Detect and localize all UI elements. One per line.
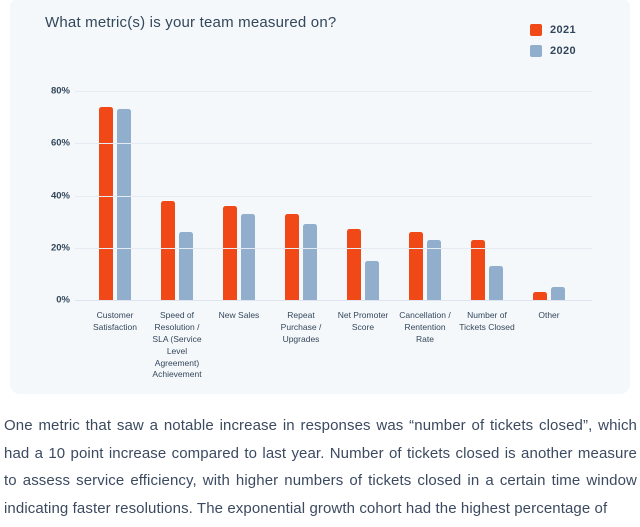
x-category-label: Net Promoter Score <box>337 310 389 332</box>
gridline-40 <box>75 195 592 197</box>
plot-area: Customer Satisfaction Speed of Resolution… <box>51 86 592 379</box>
chart-legend: 2021 2020 <box>530 24 576 57</box>
y-tick-label: 40% <box>50 190 70 201</box>
bar-group <box>270 91 332 300</box>
bar-2021 <box>409 232 423 300</box>
legend-swatch-icon <box>530 45 542 57</box>
survey-chart-card: What metric(s) is your team measured on?… <box>10 0 630 394</box>
bar-2021 <box>533 292 547 300</box>
legend-item-2020: 2020 <box>530 45 576 57</box>
bar-2021 <box>161 200 175 300</box>
bar-2020 <box>551 286 565 300</box>
x-axis-labels: Customer Satisfaction Speed of Resolution… <box>84 310 580 381</box>
bar-2020 <box>365 260 379 300</box>
gridline-0 <box>75 300 592 301</box>
x-category-label: Repeat Purchase / Upgrades <box>280 310 322 344</box>
x-category-label: Customer Satisfaction <box>93 310 137 332</box>
bar-group <box>518 91 580 300</box>
bar-group <box>84 91 146 300</box>
caption-paragraph: One metric that saw a notable increase i… <box>4 417 637 517</box>
gridline-20 <box>75 247 592 249</box>
gridline-60 <box>75 143 592 145</box>
bar-2020 <box>489 266 503 300</box>
chart-title: What metric(s) is your team measured on? <box>45 14 337 31</box>
y-tick-label: 20% <box>50 242 70 254</box>
bar-2020 <box>179 232 193 300</box>
y-tick-label: 80% <box>50 85 70 97</box>
x-category-label: New Sales <box>218 310 260 320</box>
y-tick-label: 60% <box>50 137 70 149</box>
bar-2020 <box>427 239 441 300</box>
bar-group <box>456 91 518 300</box>
bar-2020 <box>241 213 255 300</box>
bar-group <box>208 91 270 300</box>
bar-group <box>146 91 208 300</box>
legend-item-2021: 2021 <box>530 24 576 36</box>
legend-label: 2021 <box>550 24 577 36</box>
bar-group <box>332 91 394 300</box>
y-tick-label: 0% <box>56 294 70 306</box>
x-category-label: Number of Tickets Closed <box>459 310 515 332</box>
bar-group <box>394 91 456 300</box>
legend-label: 2020 <box>550 45 577 57</box>
bars-container <box>84 91 580 300</box>
x-category-label: Cancellation / Rentention Rate <box>399 310 451 344</box>
x-category-label: Other <box>538 310 560 320</box>
bar-2021 <box>471 239 485 300</box>
x-category-label: Speed of Resolution / SLA (Service Level… <box>152 310 202 380</box>
bar-2021 <box>99 106 113 300</box>
bar-2021 <box>285 213 299 300</box>
gridline-80 <box>75 91 592 92</box>
legend-swatch-icon <box>530 24 542 36</box>
bar-2021 <box>347 229 361 300</box>
bar-2020 <box>117 109 131 300</box>
bar-2021 <box>223 205 237 300</box>
bar-2020 <box>303 224 317 300</box>
